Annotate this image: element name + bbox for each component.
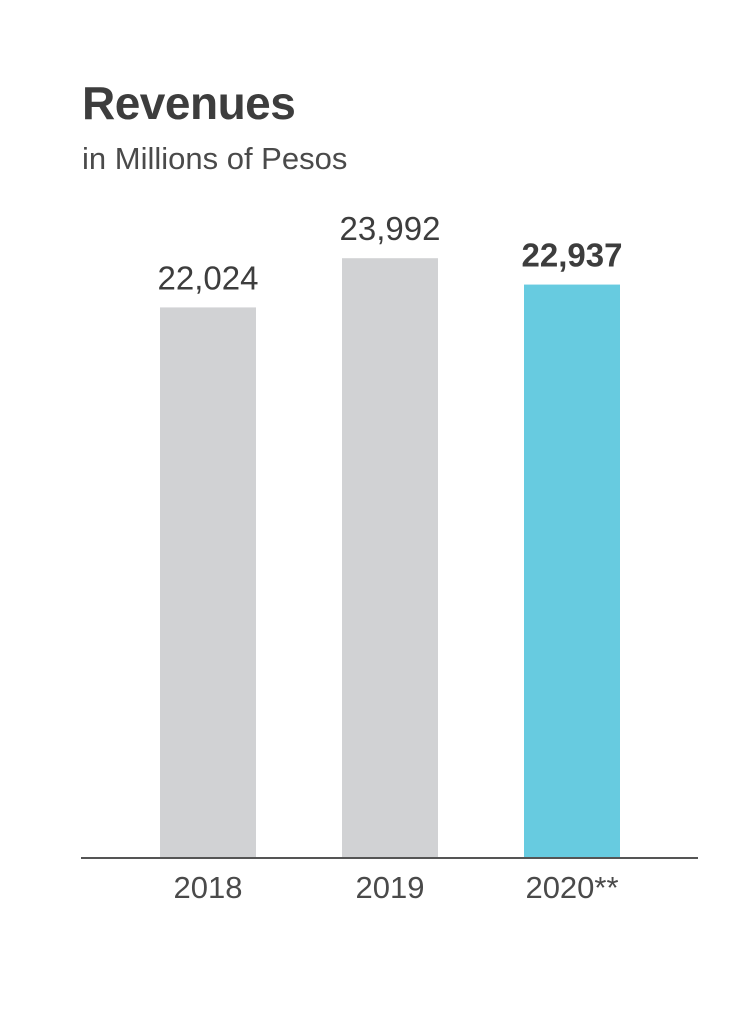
chart-subtitle: in Millions of Pesos: [82, 141, 348, 176]
value-label-2020: 22,937: [522, 237, 623, 274]
value-label-2019: 23,992: [340, 210, 441, 247]
x-tick-label-2020: 2020**: [525, 870, 618, 905]
bar-2019: [342, 258, 438, 858]
x-tick-label-2019: 2019: [356, 870, 425, 905]
bar-2020: [524, 284, 620, 858]
chart-title: Revenues: [82, 77, 296, 129]
x-tick-label-2018: 2018: [174, 870, 243, 905]
value-label-2018: 22,024: [158, 259, 259, 296]
bar-2018: [160, 307, 256, 858]
